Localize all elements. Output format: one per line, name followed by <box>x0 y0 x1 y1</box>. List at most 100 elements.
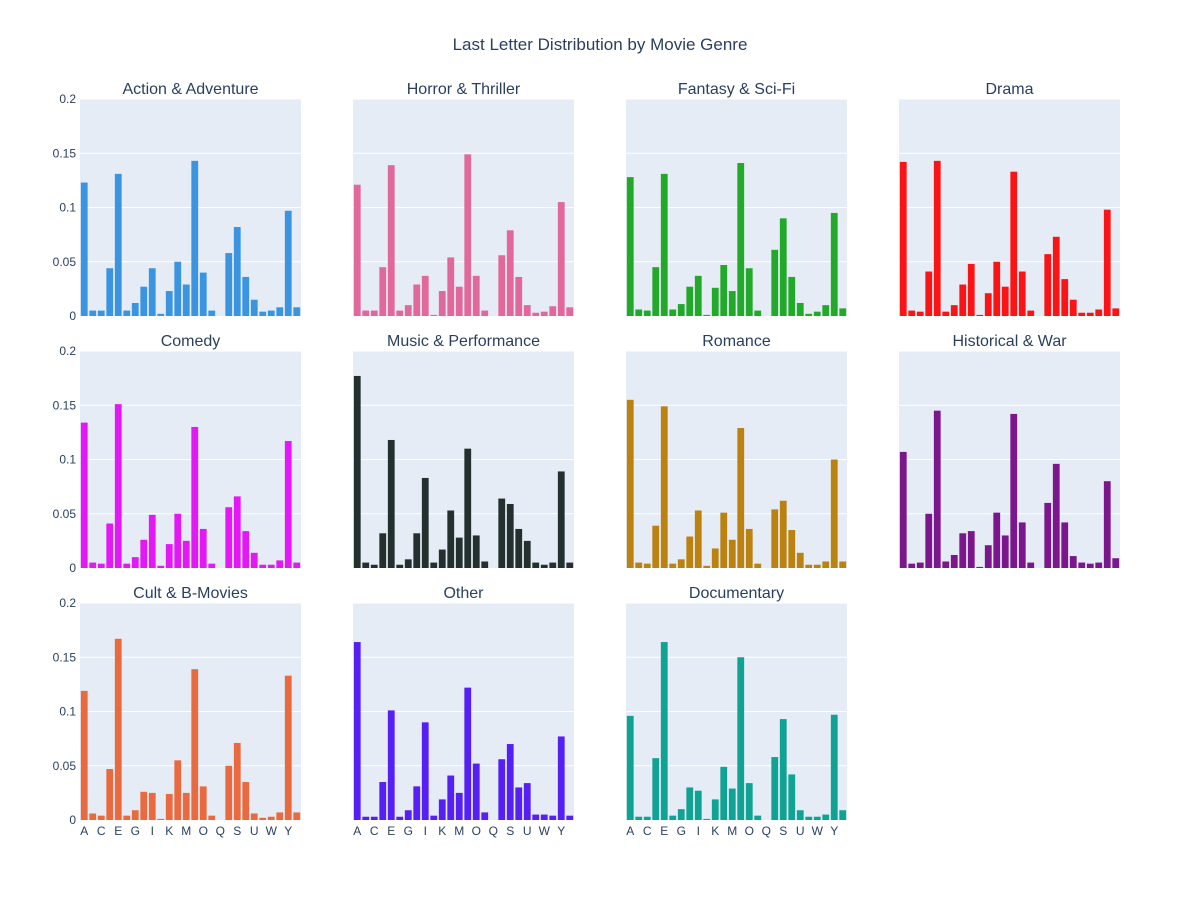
bar <box>293 307 301 316</box>
bar <box>370 816 378 820</box>
bar <box>532 562 540 568</box>
x-tick-label: K <box>711 824 719 838</box>
bar <box>771 249 779 316</box>
bar <box>174 261 182 316</box>
subplot-title: Fantasy & Sci-Fi <box>678 81 795 98</box>
bar <box>959 533 967 568</box>
bar <box>267 816 275 820</box>
x-tick-label: U <box>250 824 259 838</box>
bar <box>788 530 796 568</box>
bar <box>276 560 284 568</box>
bar <box>123 815 131 820</box>
bar <box>421 275 429 316</box>
bar <box>822 561 830 568</box>
bar <box>1103 481 1111 568</box>
bar <box>523 783 531 820</box>
bar <box>1086 312 1094 316</box>
bar <box>259 311 267 316</box>
bar <box>396 310 404 316</box>
bar <box>182 284 190 316</box>
bar <box>353 375 361 568</box>
x-tick-label: A <box>626 824 634 838</box>
bar <box>267 564 275 568</box>
bar <box>745 528 753 568</box>
bar <box>182 792 190 820</box>
bar <box>404 810 412 820</box>
bar <box>933 410 941 568</box>
bar <box>1018 271 1026 316</box>
bar <box>745 783 753 820</box>
bar <box>813 564 821 568</box>
bar <box>660 406 668 568</box>
bar <box>652 758 660 820</box>
bar <box>370 564 378 568</box>
y-tick-label: 0.2 <box>59 92 76 106</box>
bar <box>421 477 429 568</box>
bar <box>1010 171 1018 316</box>
bar <box>464 448 472 568</box>
bar <box>165 793 173 820</box>
x-tick-label: Q <box>216 824 225 838</box>
bar <box>839 561 847 568</box>
bar <box>114 638 122 820</box>
x-tick-label: E <box>114 824 122 838</box>
bar <box>182 540 190 568</box>
bar <box>131 302 139 316</box>
bar <box>165 544 173 568</box>
bar <box>97 310 105 316</box>
x-tick-label: M <box>181 824 191 838</box>
bar <box>796 810 804 820</box>
bar <box>80 690 88 820</box>
bar <box>557 736 565 820</box>
bar <box>106 268 114 316</box>
bar <box>89 310 97 316</box>
subplot-title: Documentary <box>689 585 784 602</box>
bar <box>677 809 685 820</box>
bar <box>362 816 370 820</box>
x-tick-label: Y <box>830 824 838 838</box>
bar <box>796 552 804 568</box>
x-tick-label: U <box>523 824 532 838</box>
bar <box>1078 562 1086 568</box>
subplot-title: Music & Performance <box>387 333 540 350</box>
bar <box>540 311 548 316</box>
bar <box>925 271 933 316</box>
bar <box>805 564 813 568</box>
bar <box>157 565 165 568</box>
bar <box>984 293 992 316</box>
bar <box>950 305 958 316</box>
x-tick-label: A <box>80 824 88 838</box>
subplot-title: Cult & B-Movies <box>133 585 248 602</box>
bar <box>276 812 284 820</box>
x-tick-label: S <box>506 824 514 838</box>
bar <box>822 814 830 820</box>
bar <box>293 562 301 568</box>
bar <box>515 276 523 316</box>
subplot-title: Action & Adventure <box>122 81 258 98</box>
bar <box>523 305 531 316</box>
bar <box>199 528 207 568</box>
bar <box>993 261 1001 316</box>
bar <box>643 563 651 568</box>
bar <box>387 710 395 820</box>
x-tick-label: K <box>438 824 446 838</box>
bar <box>199 272 207 316</box>
bar <box>464 687 472 820</box>
bar <box>208 815 216 820</box>
subplot-title: Drama <box>985 81 1033 98</box>
bar <box>711 287 719 316</box>
bar <box>387 165 395 316</box>
bar <box>916 562 924 568</box>
subplot-title: Romance <box>702 333 771 350</box>
bar <box>677 304 685 316</box>
subplot-panel: Horror & Thriller <box>353 81 574 316</box>
bar <box>1095 562 1103 568</box>
x-tick-label: Y <box>557 824 565 838</box>
bar <box>148 792 156 820</box>
chart-title: Last Letter Distribution by Movie Genre <box>453 35 748 54</box>
bar <box>131 810 139 820</box>
bar <box>796 302 804 316</box>
bar <box>515 528 523 568</box>
